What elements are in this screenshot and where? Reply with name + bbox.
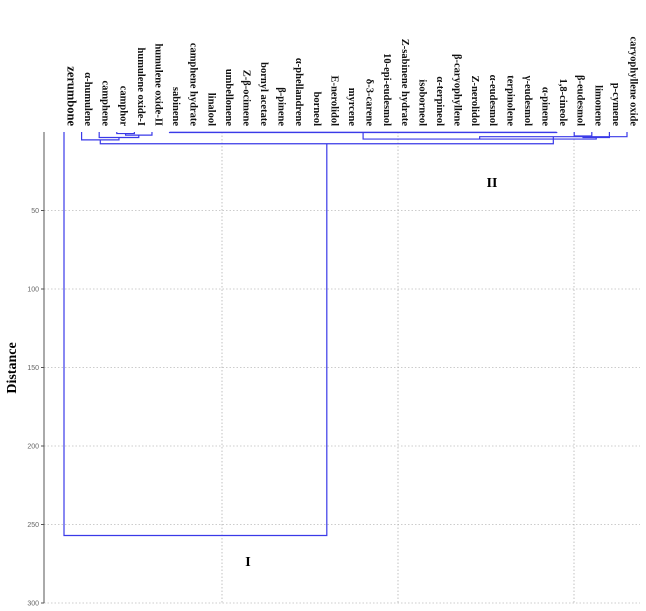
leaf-label: isoborneol — [416, 79, 427, 126]
leaf-label: p-cymene — [610, 83, 621, 126]
leaf-labels: zerumbone α-humulene camphene camphor humule… — [65, 36, 639, 126]
leaf-label: bornyl acetate — [258, 62, 269, 126]
dendrogram-link — [99, 136, 554, 145]
y-tick-label: 200 — [27, 444, 39, 451]
cluster-label-ii: II — [487, 176, 498, 191]
leaf-label: γ-eudesmol — [522, 75, 533, 126]
leaf-label: α-phellandrene — [293, 58, 304, 126]
leaf-label: 1,8-cineole — [557, 78, 568, 126]
cluster-label-i: I — [245, 555, 250, 570]
y-axis: 50 100 150 200 250 300 — [27, 132, 45, 608]
leaf-label: α-eudesmol — [487, 75, 498, 126]
leaf-label: camphene — [100, 81, 111, 127]
dendrogram-link — [573, 132, 593, 137]
y-tick-label: 250 — [27, 522, 39, 529]
leaf-label: Z-β-ocimene — [240, 70, 251, 127]
leaf-label: β-eudesmol — [575, 75, 586, 126]
leaf-label: limonene — [592, 85, 603, 126]
leaf-label: camphor — [117, 86, 128, 127]
dendrogram-link — [80, 132, 120, 141]
leaf-label: δ-3-carene — [364, 79, 375, 127]
leaf-label: β-pinene — [276, 87, 287, 126]
leaf-label: humulene oxide-I — [135, 48, 146, 126]
leaf-label: α-terpineol — [434, 76, 445, 126]
leaf-label: E-nerolidol — [328, 75, 339, 126]
leaf-label: borneol — [311, 92, 322, 127]
leaf-label: Z-nerolidol — [469, 75, 480, 126]
leaf-label: myrcene — [346, 88, 357, 127]
dendrogram-link — [63, 132, 328, 537]
leaf-label: linalool — [205, 93, 216, 126]
leaf-label: terpinolene — [504, 75, 515, 126]
leaf-label: zerumbone — [65, 66, 79, 126]
y-tick-label: 300 — [27, 601, 39, 608]
y-tick-label: 150 — [27, 365, 39, 372]
y-tick-label: 100 — [27, 287, 39, 294]
leaf-label: camphene hydrate — [188, 43, 199, 126]
y-tick-label: 50 — [31, 208, 39, 215]
leaf-label: Z-sabinene hydrate — [399, 39, 410, 127]
leaf-label: α-humulene — [82, 72, 93, 126]
y-axis-title: Distance — [5, 342, 20, 393]
leaf-label: α-pinene — [540, 87, 551, 126]
leaf-label: humulene oxide-II — [152, 43, 163, 126]
leaf-label: β-caryophyllene — [452, 54, 463, 126]
leaf-label: umbellonene — [223, 69, 234, 127]
dendrogram-links — [63, 131, 628, 537]
leaf-label: caryophyllene oxide — [628, 36, 639, 126]
dendrogram-link — [116, 132, 135, 135]
leaf-label: sabinene — [170, 87, 181, 126]
leaf-label: 10-epi-eudesmol — [381, 53, 392, 126]
grid-lines — [44, 132, 640, 604]
